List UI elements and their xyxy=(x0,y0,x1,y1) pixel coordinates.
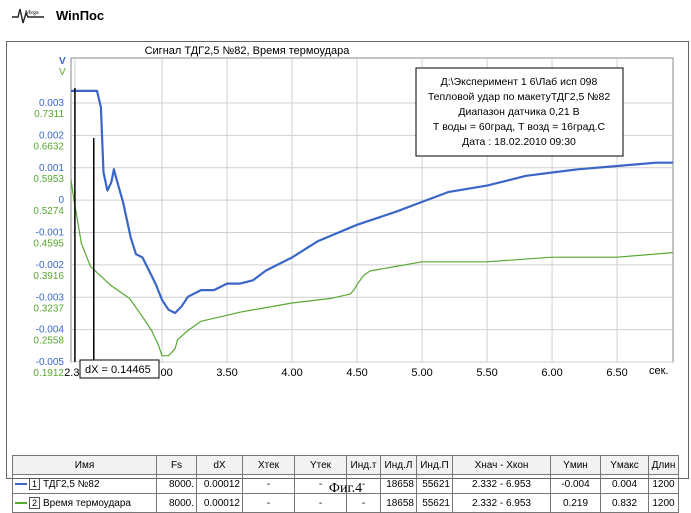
y-tick-label-blue: -0.002 xyxy=(36,260,65,271)
figure-caption: Фиг.4 xyxy=(0,481,691,497)
col-header-x-range[interactable]: Xнач - Xкон xyxy=(453,456,551,475)
col-header-ymax[interactable]: Yмакс xyxy=(601,456,649,475)
y-tick-label-blue: -0.004 xyxy=(36,325,65,336)
x-axis-label: сек. xyxy=(649,365,669,377)
y-axis-unit-blue: V xyxy=(59,56,66,67)
y-axis-unit-green: V xyxy=(59,67,66,78)
info-line-range: Диапазон датчика 0,21 В xyxy=(458,106,579,118)
info-line-date: Дата : 18.02.2010 09:30 xyxy=(462,136,576,148)
y-tick-label-blue: 0 xyxy=(58,195,64,206)
y-tick-label-blue: -0.003 xyxy=(36,292,65,303)
x-tick-label: 6.00 xyxy=(541,367,562,379)
y-tick-label-green: 0.2558 xyxy=(33,336,64,347)
y-tick-label-green: 0.6632 xyxy=(33,141,64,152)
y-tick-label-green: 0.1912 xyxy=(33,368,64,379)
y-tick-label-blue: 0.001 xyxy=(39,163,64,174)
y-tick-label-blue: -0.005 xyxy=(36,357,65,368)
series-color-swatch xyxy=(15,502,27,504)
x-tick-label: 3.50 xyxy=(216,367,237,379)
signal-chart[interactable]: Сигнал ТДГ2,5 №82, Время термоудара V V … xyxy=(7,42,688,455)
series-index: 2 xyxy=(29,497,40,509)
x-tick-label: 5.00 xyxy=(411,367,432,379)
info-line-path: Д:\Эксперимент 1 6\Лаб исп 098 xyxy=(441,76,598,88)
svg-text:Mega: Mega xyxy=(25,10,39,16)
col-header-fs[interactable]: Fs xyxy=(157,456,197,475)
x-tick-label: 6.50 xyxy=(606,367,627,379)
col-header-ind-t[interactable]: Инд.т xyxy=(347,456,381,475)
y-tick-label-green: 0.5274 xyxy=(33,206,64,217)
col-header-length[interactable]: Длин xyxy=(649,456,679,475)
chart-panel: Сигнал ТДГ2,5 №82, Время термоудара V V … xyxy=(6,41,689,479)
info-line-temperatures: Т воды = 60град, Т возд = 16град.С xyxy=(433,121,606,133)
chart-title: Сигнал ТДГ2,5 №82, Время термоудара xyxy=(145,45,351,57)
y-tick-label-green: 0.7311 xyxy=(34,109,64,120)
y-tick-label-blue: -0.001 xyxy=(36,228,65,239)
y-tick-label-green: 0.4595 xyxy=(33,239,64,250)
y-tick-label-green: 0.3237 xyxy=(33,303,64,314)
col-header-ymin[interactable]: Yмин xyxy=(551,456,601,475)
info-box: Д:\Эксперимент 1 6\Лаб исп 098 Тепловой … xyxy=(416,68,623,156)
info-line-description: Тепловой удар по макетуТДГ2,5 №82 xyxy=(428,91,611,103)
col-header-xcur[interactable]: Xтек xyxy=(243,456,295,475)
y-tick-label-blue: 0.002 xyxy=(39,130,64,141)
app-logo-icon: Mega xyxy=(10,5,46,25)
col-header-ind-p[interactable]: Инд.П xyxy=(417,456,453,475)
y-tick-label-green: 0.3916 xyxy=(33,271,64,282)
dx-readout: dX = 0.14465 xyxy=(85,364,151,376)
table-header-row: Имя Fs dX Xтек Yтек Инд.т Инд.Л Инд.П Xн… xyxy=(13,456,679,475)
col-header-name[interactable]: Имя xyxy=(13,456,157,475)
col-header-ind-l[interactable]: Инд.Л xyxy=(381,456,417,475)
y-tick-label-green: 0.5953 xyxy=(33,174,64,185)
col-header-dx[interactable]: dX xyxy=(197,456,243,475)
col-header-ycur[interactable]: Yтек xyxy=(295,456,347,475)
x-tick-label: 4.50 xyxy=(346,367,367,379)
app-title: WinПос xyxy=(56,8,104,23)
x-tick-label: 5.50 xyxy=(476,367,497,379)
y-tick-label-blue: 0.003 xyxy=(39,98,64,109)
x-tick-label: 4.00 xyxy=(281,367,302,379)
